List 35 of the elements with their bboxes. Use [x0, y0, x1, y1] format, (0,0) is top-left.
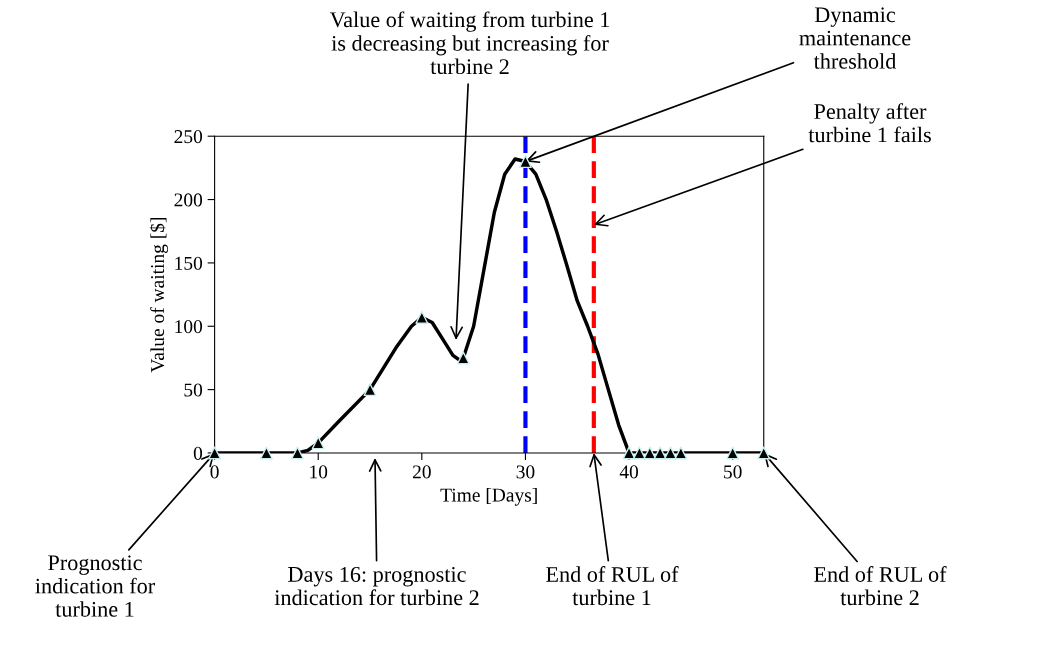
point — [311, 436, 325, 450]
point — [290, 446, 305, 460]
annotation: Prognostic indication for turbine 1 — [35, 555, 155, 617]
x-axis-title: Time [Days] — [440, 487, 537, 506]
point — [518, 155, 532, 169]
x-tick-label: 50 — [724, 465, 742, 479]
text: Days 16: prognostic indication for turbine 2 — [274, 566, 479, 606]
y-tick-label: 50 — [184, 383, 203, 397]
y-tick-label: 250 — [174, 130, 203, 144]
point — [726, 446, 740, 460]
text: Value of waiting from turbine 1 is decreasing but increasing for turbine 2 — [329, 11, 610, 75]
point — [674, 446, 688, 460]
point — [208, 446, 222, 460]
point — [643, 446, 657, 460]
x-tick-label: 40 — [619, 465, 639, 479]
x-tick-label: 30 — [516, 465, 535, 479]
point — [632, 446, 646, 460]
point — [363, 383, 377, 397]
y-tick-label: 100 — [175, 320, 203, 334]
annotation: End of RUL of turbine 1 — [546, 566, 679, 606]
point — [653, 446, 667, 460]
annotation: Penalty after turbine 1 fails — [808, 103, 931, 143]
point — [415, 310, 429, 324]
y-axis-title: Value of waiting [$] — [149, 218, 169, 373]
point — [757, 446, 771, 460]
point — [259, 446, 273, 460]
x-tick-label: 10 — [310, 465, 328, 479]
annotation: End of RUL of turbine 2 — [814, 566, 947, 606]
y-tick-label: 200 — [174, 193, 203, 207]
x-tick-label: 0 — [210, 465, 219, 479]
x-tick-label: 20 — [412, 465, 431, 479]
y-tick-label: 150 — [175, 256, 203, 270]
y-tick-label: 0 — [193, 446, 203, 460]
annotation: Dynamic maintenance threshold — [799, 7, 911, 69]
point — [456, 351, 470, 365]
